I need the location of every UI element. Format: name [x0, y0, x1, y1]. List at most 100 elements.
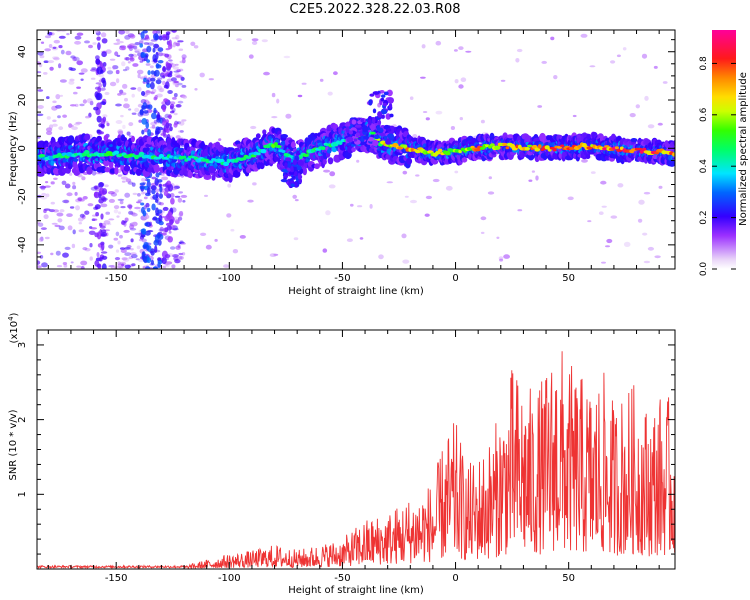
x-tick-label: 0	[452, 273, 458, 284]
spectrogram-noise-blob	[58, 45, 63, 49]
spectrogram-noise-blob	[610, 60, 616, 64]
spectrogram-ridge-core	[275, 145, 282, 148]
spectrogram-ridge-halo	[72, 160, 77, 168]
spectrogram-streak-blob	[163, 98, 169, 103]
spectrogram-noise-blob	[70, 124, 74, 128]
spectrogram-noise-blob	[72, 56, 77, 62]
spectrogram-ridge-halo	[585, 154, 591, 159]
spectrogram-noise-blob	[52, 56, 59, 60]
spectrogram-noise-blob	[110, 264, 116, 269]
spectrogram-noise-blob	[325, 210, 331, 216]
spectrogram-noise-blob	[138, 238, 144, 242]
spectrogram-streak-blob	[150, 259, 154, 266]
spectrogram-noise-blob	[82, 247, 88, 251]
spectrogram-noise-blob	[55, 250, 61, 256]
spectrogram-ridge-core	[537, 144, 542, 149]
spectrogram-noise-blob	[271, 92, 276, 98]
spectrogram-noise-blob	[39, 255, 44, 259]
spectrogram-noise-blob	[322, 248, 328, 253]
spectrogram-noise-blob	[174, 73, 181, 78]
spectrogram-noise-blob	[120, 92, 127, 96]
spectrogram-noise-blob	[131, 212, 138, 217]
spectrogram-x-axis-label: Height of straight line (km)	[288, 286, 424, 297]
spectrogram-noise-blob	[134, 50, 140, 53]
spectrogram-noise-blob	[177, 130, 184, 133]
spectrogram-noise-blob	[425, 117, 430, 121]
spectrogram-streak-blob	[157, 47, 164, 52]
y-tick-label: 1	[17, 491, 28, 497]
x-tick-label: -150	[105, 573, 128, 584]
spectrogram-noise-blob	[227, 183, 232, 188]
spectrogram-burst-blob	[368, 99, 373, 106]
snr-y-axis-label: SNR (10 * v/v)	[8, 409, 19, 480]
spectrogram-noise-blob	[49, 66, 54, 71]
spectrogram-noise-blob	[88, 230, 96, 235]
spectrogram-noise-blob	[107, 191, 115, 195]
spectrogram-noise-blob	[654, 255, 661, 259]
spectrogram-noise-blob	[145, 202, 150, 208]
spectrogram-noise-blob	[57, 218, 63, 223]
spectrogram-streak-blob	[99, 222, 103, 227]
spectrogram-burst-blob	[389, 113, 394, 118]
spectrogram-noise-blob	[199, 72, 205, 78]
spectrogram-noise-blob	[58, 35, 66, 39]
spectrogram-noise-blob	[89, 243, 93, 248]
spectrogram-noise-blob	[496, 236, 500, 239]
spectrogram-streak-blob	[139, 182, 146, 186]
spectrogram-noise-blob	[232, 249, 239, 254]
spectrogram-noise-blob	[420, 76, 426, 79]
spectrogram-noise-blob	[605, 245, 610, 248]
spectrogram-noise-blob	[239, 235, 246, 239]
spectrogram-noise-blob	[601, 205, 607, 208]
spectrogram-noise-blob	[130, 252, 137, 255]
spectrogram-noise-blob	[122, 124, 126, 129]
spectrogram-streak-blob	[157, 179, 163, 183]
spectrogram-burst-blob	[354, 124, 362, 128]
spectrogram-streak-blob	[101, 255, 108, 260]
spectrogram-noise-blob	[181, 84, 187, 88]
spectrogram-noise-blob	[43, 72, 48, 75]
spectrogram-noise-blob	[66, 33, 70, 36]
spectrogram-streak-blob	[169, 71, 173, 75]
spectrogram-noise-blob	[112, 65, 116, 70]
spectrogram-noise-blob	[172, 66, 179, 70]
spectrogram-streak-blob	[167, 183, 174, 192]
spectrogram-noise-blob	[120, 249, 127, 253]
spectrogram-streak-blob	[157, 60, 164, 64]
spectrogram-streak-blob	[152, 216, 158, 221]
spectrogram-noise-blob	[168, 59, 173, 62]
spectrogram-noise-blob	[149, 65, 154, 69]
spectrogram-noise-blob	[162, 232, 167, 236]
spectrogram-noise-blob	[171, 254, 179, 258]
spectrogram-streak-blob	[157, 126, 164, 131]
spectrogram-noise-blob	[161, 176, 169, 181]
spectrogram-streak-blob	[162, 75, 166, 79]
spectrogram-noise-blob	[132, 63, 139, 67]
spectrogram-burst-blob	[387, 133, 394, 139]
spectrogram-noise-blob	[100, 32, 107, 38]
spectrogram-noise-blob	[107, 66, 112, 70]
spectrogram-noise-blob	[143, 42, 150, 45]
spectrogram-ridge-core	[256, 152, 261, 156]
spectrogram-noise-blob	[175, 135, 181, 139]
spectrogram-noise-blob	[50, 201, 55, 205]
spectrogram-noise-blob	[82, 196, 88, 200]
spectrogram-streak-blob	[146, 79, 150, 85]
spectrogram-streak-blob	[143, 77, 147, 83]
spectrogram-noise-blob	[450, 126, 455, 130]
spectrogram-noise-blob	[105, 49, 112, 54]
spectrogram-noise-blob	[454, 79, 459, 84]
spectrogram-noise-blob	[62, 114, 67, 118]
spectrogram-streak-blob	[142, 30, 148, 34]
spectrogram-noise-blob	[38, 237, 44, 243]
snr-series-layer	[37, 351, 675, 569]
spectrogram-streak-blob	[166, 180, 171, 186]
spectrogram-noise-blob	[168, 230, 172, 234]
spectrogram-streak-blob	[162, 34, 168, 39]
spectrogram-noise-blob	[37, 260, 41, 265]
spectrogram-noise-blob	[359, 237, 364, 240]
spectrogram-streak-blob	[147, 70, 151, 76]
spectrogram-noise-blob	[121, 61, 126, 67]
spectrogram-noise-blob	[175, 34, 180, 40]
spectrogram-noise-blob	[553, 75, 558, 80]
